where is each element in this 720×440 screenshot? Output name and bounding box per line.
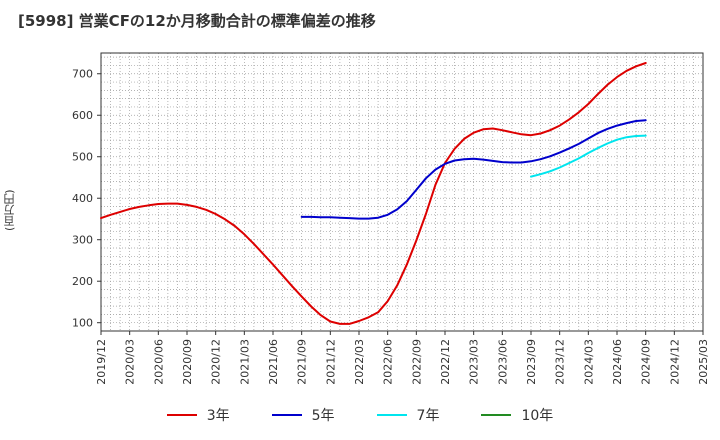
y-tick-label: 600	[72, 109, 93, 122]
x-tick-label: 2020/03	[124, 339, 137, 385]
x-tick-label: 2021/12	[324, 339, 337, 385]
legend-swatch	[166, 414, 197, 416]
y-tick-label: 500	[72, 151, 93, 164]
x-tick-label: 2022/03	[353, 339, 366, 385]
y-tick-label: 100	[72, 317, 93, 330]
x-tick-label: 2023/06	[496, 339, 509, 385]
y-tick-label: 200	[72, 275, 93, 288]
x-tick-label: 2025/03	[697, 339, 710, 385]
x-tick-label: 2022/12	[439, 339, 452, 385]
legend-swatch	[376, 414, 407, 416]
x-tick-label: 2024/06	[611, 339, 624, 385]
x-tick-label: 2021/06	[267, 339, 280, 385]
legend-item-3: 7年	[376, 405, 440, 425]
x-tick-label: 2024/09	[640, 339, 653, 385]
x-tick-label: 2022/06	[382, 339, 395, 385]
series-line-1	[100, 62, 647, 325]
x-tick-label: 2020/06	[152, 339, 165, 385]
x-tick-label: 2023/03	[468, 339, 481, 385]
series-line-2	[300, 119, 647, 220]
legend-label: 10年	[521, 408, 554, 424]
legend-item-2: 5年	[271, 405, 335, 425]
legend-swatch	[271, 414, 302, 416]
y-tick-label: 400	[72, 192, 93, 205]
plot-area	[101, 53, 703, 331]
x-tick-label: 2021/09	[296, 339, 309, 385]
x-tick-label: 2023/12	[554, 339, 567, 385]
legend: 3年 5年 7年 10年	[0, 402, 720, 428]
x-tick-label: 2022/09	[410, 339, 423, 385]
x-tick-label: 2019/12	[95, 339, 108, 385]
legend-item-1: 3年	[166, 405, 230, 425]
y-tick-label: 300	[72, 234, 93, 247]
legend-label: 5年	[311, 408, 335, 424]
x-tick-label: 2023/09	[525, 339, 538, 385]
legend-swatch	[481, 414, 512, 416]
x-tick-label: 2020/09	[181, 339, 194, 385]
x-tick-label: 2020/12	[210, 339, 223, 385]
legend-label: 7年	[416, 408, 440, 424]
x-tick-label: 2021/03	[238, 339, 251, 385]
y-tick-label: 700	[72, 68, 93, 81]
chart-title: [5998] 営業CFの12か月移動合計の標準偏差の推移	[18, 12, 376, 30]
series-line-3	[530, 134, 647, 178]
x-tick-label: 2024/03	[582, 339, 595, 385]
legend-item-4: 10年	[481, 405, 553, 425]
legend-label: 3年	[206, 408, 230, 424]
x-tick-label: 2024/12	[668, 339, 681, 385]
plot-frame	[100, 52, 704, 332]
